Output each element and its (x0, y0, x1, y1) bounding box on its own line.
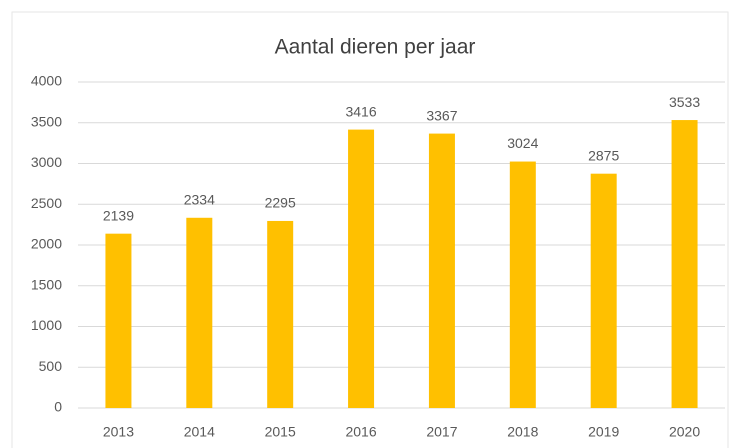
y-tick-label: 4000 (31, 73, 62, 89)
data-label: 3416 (345, 103, 376, 119)
chart-title: Aantal dieren per jaar (275, 36, 476, 59)
data-label: 3533 (669, 94, 700, 110)
bar (267, 220, 294, 408)
y-tick-label: 3500 (31, 113, 62, 129)
bar (105, 233, 132, 408)
y-tick-label: 2000 (31, 236, 62, 252)
bar (348, 129, 375, 408)
y-tick-label: 1500 (31, 276, 62, 292)
y-tick-label: 1000 (31, 317, 62, 333)
x-tick-label: 2014 (184, 424, 215, 440)
data-label: 2334 (184, 191, 215, 207)
x-tick-label: 2016 (345, 424, 376, 440)
x-tick-label: 2019 (588, 424, 619, 440)
bar (590, 173, 617, 408)
y-tick-label: 2500 (31, 195, 62, 211)
bar (509, 161, 536, 408)
data-label: 2295 (265, 195, 296, 211)
data-label: 2875 (588, 147, 619, 163)
x-tick-label: 2013 (103, 424, 134, 440)
bar (428, 133, 455, 409)
data-label: 3367 (426, 107, 457, 123)
y-tick-label: 500 (39, 358, 63, 374)
y-tick-label: 0 (54, 399, 62, 415)
x-tick-label: 2020 (669, 424, 700, 440)
data-label: 3024 (507, 135, 538, 151)
data-label: 2139 (103, 207, 134, 223)
bar (671, 120, 698, 409)
x-tick-label: 2018 (507, 424, 538, 440)
x-tick-label: 2015 (265, 424, 296, 440)
x-tick-label: 2017 (426, 424, 457, 440)
y-tick-label: 3000 (31, 154, 62, 170)
bar (186, 217, 213, 408)
